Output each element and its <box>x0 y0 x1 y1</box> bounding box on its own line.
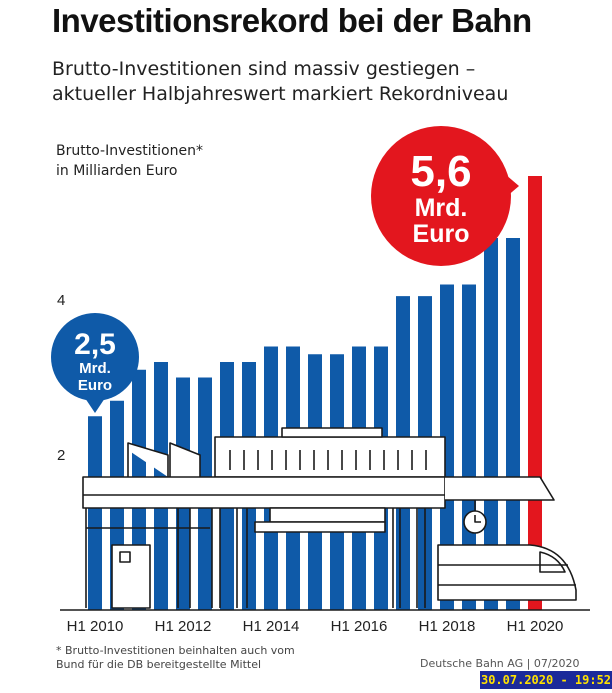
x-tick-label-h1-2012: H1 2012 <box>155 618 212 635</box>
annotation-bubble-blue-circle <box>51 313 139 401</box>
bar-h2-2019 <box>506 238 520 610</box>
y-axis-label: Brutto-Investitionen* in Milliarden Euro <box>56 141 203 181</box>
pillar-3 <box>236 508 248 608</box>
timestamp-badge: 30.07.2020 - 19:52 <box>480 671 612 689</box>
annotation-bubble-red-value: 5,6 <box>410 147 471 196</box>
bar-h1-2018 <box>440 284 454 610</box>
annotation-bubble-blue-unit-2: Euro <box>78 377 112 394</box>
main-building <box>214 436 446 478</box>
pillar-2 <box>211 508 221 608</box>
bar-h1-2020 <box>528 176 542 610</box>
train-stripes <box>438 564 576 586</box>
footnote-line-1: * Brutto-Investitionen beinhalten auch v… <box>56 644 295 657</box>
building-windows <box>229 450 427 470</box>
footnote: * Brutto-Investitionen beinhalten auch v… <box>56 644 295 672</box>
pillar-5 <box>416 508 426 608</box>
chart-subtitle: Brutto-Investitionen sind massiv gestieg… <box>52 57 508 107</box>
annotation-bubble-red-circle <box>371 126 511 266</box>
hanging-sign <box>269 507 386 523</box>
building-top <box>281 427 383 438</box>
chart-title: Investitionsrekord bei der Bahn <box>52 2 532 39</box>
station-door <box>111 544 151 609</box>
footnote-line-2: Bund für die DB bereitgestellte Mittel <box>56 658 262 671</box>
x-tick-label-h1-2016: H1 2016 <box>331 618 388 635</box>
train-icon <box>437 544 577 601</box>
factory-roof-1 <box>127 442 169 477</box>
train-window <box>539 551 566 573</box>
x-tick-label-h1-2014: H1 2014 <box>243 618 300 635</box>
annotation-bubble-red-unit-2: Euro <box>413 220 470 248</box>
annotation-bubble-blue-value: 2,5 <box>74 328 116 361</box>
pillar-4 <box>392 508 401 608</box>
annotation-bubble-red-unit-1: Mrd. <box>415 194 468 222</box>
y-tick-label-4: 4 <box>57 292 65 309</box>
platform-roof <box>445 476 555 501</box>
canopy <box>82 476 446 509</box>
bar-h1-2019 <box>484 238 498 610</box>
y-tick-label-2: 2 <box>57 447 65 464</box>
source-credit: Deutsche Bahn AG | 07/2020 <box>420 657 580 670</box>
door-window <box>119 551 131 563</box>
subtitle-line-1: Brutto-Investitionen sind massiv gestieg… <box>52 58 476 80</box>
station-illustration <box>60 427 590 611</box>
hanging-sign-bottom <box>254 521 386 533</box>
y-axis-label-line-2: in Milliarden Euro <box>56 163 178 179</box>
x-tick-label-h1-2020: H1 2020 <box>507 618 564 635</box>
y-axis-label-line-1: Brutto-Investitionen* <box>56 143 203 159</box>
x-tick-label-h1-2010: H1 2010 <box>67 618 124 635</box>
x-tick-label-h1-2018: H1 2018 <box>419 618 476 635</box>
annotation-bubble-blue-unit-1: Mrd. <box>79 360 111 377</box>
bar-h1-2010 <box>88 416 102 610</box>
subtitle-line-2: aktueller Halbjahreswert markiert Rekord… <box>52 83 509 105</box>
pillar-1 <box>177 508 191 608</box>
factory-roof-2 <box>169 442 201 477</box>
clock-hands <box>474 515 481 523</box>
